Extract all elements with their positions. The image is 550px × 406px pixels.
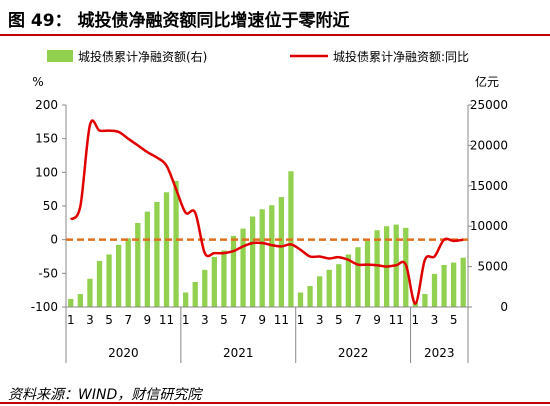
left-tick-label: -100 [31,300,58,314]
month-label: 3 [431,313,439,327]
month-label: 3 [86,313,94,327]
month-label: 9 [144,313,152,327]
bar [211,256,217,307]
month-label: 1 [67,313,75,327]
bar [422,294,428,307]
bar [183,292,189,307]
bar [259,209,265,307]
right-tick-label: 20000 [470,138,508,152]
month-label: 5 [450,313,458,327]
left-tick-label: 200 [35,98,58,112]
month-label: 11 [274,313,289,327]
bar [77,294,83,307]
month-label: 1 [412,313,420,327]
bar-series [68,171,466,307]
chart-title-bar: 图 49： 城投债净融资额同比增速位于零附近 [0,0,550,36]
year-label: 2022 [338,346,369,360]
month-label: 9 [258,313,266,327]
bar [250,216,256,307]
bar [460,257,466,307]
month-label: 1 [182,313,190,327]
bar [144,211,150,307]
year-label: 2021 [223,346,254,360]
year-label: 2023 [424,346,455,360]
month-label: 9 [373,313,381,327]
month-label: 7 [354,313,362,327]
month-label: 11 [389,313,404,327]
bar [355,247,361,307]
bar [221,250,227,307]
legend-label-line: 城投债累计净融资额:同比 [333,49,469,64]
month-label: 7 [239,313,247,327]
right-tick-label: 10000 [470,219,508,233]
right-tick-label: 25000 [470,98,508,112]
bar [307,285,313,307]
month-label: 5 [220,313,228,327]
bar [106,254,112,307]
bar [269,205,275,307]
legend-swatch-bars [47,50,73,62]
bar [364,240,371,307]
yoy-series [69,119,464,305]
left-tick-label: 100 [35,165,58,179]
bar [326,269,332,307]
month-label: 1 [297,313,305,327]
chart-plot: 城投债累计净融资额(右) 城投债累计净融资额:同比 % 亿元 -100 -50 0 5… [31,49,508,363]
bar [451,262,457,307]
left-tick-label: 150 [35,132,58,146]
right-tick-label: 15000 [470,179,508,193]
bar [96,260,103,307]
bar [173,180,179,307]
legend-label-bars: 城投债累计净融资额(右) [78,49,207,64]
bar [278,197,284,307]
right-axis: 0 5000 10000 15000 20000 25000 [467,98,508,314]
left-tick-label: -50 [38,266,58,280]
bar [240,228,246,307]
right-axis-unit: 亿元 [475,74,499,89]
chart-title: 图 49： 城投债净融资额同比增速位于零附近 [8,11,350,31]
bar [87,278,93,307]
bar [125,238,131,307]
left-axis-unit: % [32,75,43,89]
right-tick-label: 0 [500,300,508,314]
bar [441,264,447,307]
bar [336,264,342,307]
left-axis: -100 -50 0 50 100 150 200 [31,98,67,314]
month-label: 3 [316,313,324,327]
bar [374,230,380,307]
bar [116,244,122,307]
right-tick-label: 5000 [477,260,508,274]
bar [192,281,198,307]
year-label: 2020 [108,346,139,360]
month-label: 5 [335,313,343,327]
bottom-rule [0,402,550,404]
bar [154,201,160,307]
month-label: 3 [201,313,209,327]
source-note: 资料来源：WIND，财信研究院 [8,387,202,403]
bar [317,276,323,307]
bar [163,192,170,307]
month-label: 7 [124,313,132,327]
bar [297,292,304,307]
month-label: 11 [159,313,174,327]
bar [202,269,208,307]
left-tick-label: 50 [43,199,58,213]
left-tick-label: 0 [50,233,58,247]
bar [68,298,74,307]
bar [431,273,438,307]
bar [135,222,141,307]
chart-legend: 城投债累计净融资额(右) 城投债累计净融资额:同比 [47,49,469,64]
yoy-line [69,119,464,305]
month-label: 5 [105,313,113,327]
bar [230,235,237,307]
bar [345,254,351,307]
